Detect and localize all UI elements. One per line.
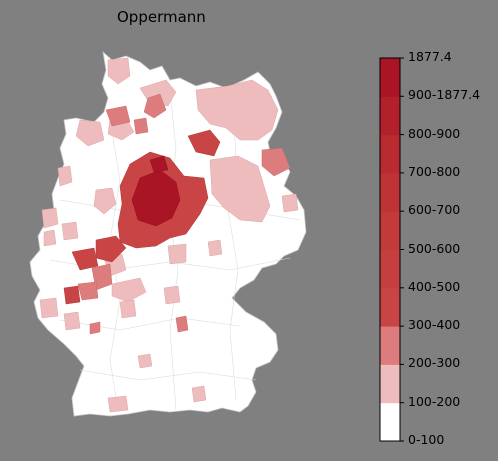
colorbar-tick-label: 900-1877.4 xyxy=(408,87,481,103)
colorbar-bin xyxy=(380,134,400,174)
colorbar-bin xyxy=(380,402,400,442)
colorbar xyxy=(379,57,404,442)
colorbar-tick-label: 200-300 xyxy=(408,355,461,371)
colorbar-tick-label: 1877.4 xyxy=(408,49,452,64)
colorbar-bin xyxy=(380,58,400,97)
colorbar-bin xyxy=(380,364,400,404)
colorbar-tick-label: 700-800 xyxy=(408,163,461,179)
colorbar-tick-label: 500-600 xyxy=(408,240,461,256)
colorbar-tick-label: 100-200 xyxy=(408,393,461,409)
map-title: Oppermann xyxy=(117,8,206,26)
colorbar-tick-label: 0-100 xyxy=(408,432,445,447)
colorbar-tick-label: 400-500 xyxy=(408,278,461,294)
colorbar-bin xyxy=(380,211,400,250)
colorbar-bin xyxy=(380,249,400,289)
regions-100-200 xyxy=(39,57,299,413)
regions-200-300 xyxy=(77,93,291,335)
colorbar-tick-label: 600-700 xyxy=(408,202,461,218)
colorbar-bin xyxy=(380,96,400,136)
colorbar-tick-label: 300-400 xyxy=(408,317,461,333)
colorbar-bin xyxy=(380,287,400,327)
regions-700-1877 xyxy=(131,155,181,227)
colorbar-bin xyxy=(380,326,400,365)
colorbar-tick-label: 800-900 xyxy=(408,125,461,141)
colorbar-bin xyxy=(380,172,400,212)
